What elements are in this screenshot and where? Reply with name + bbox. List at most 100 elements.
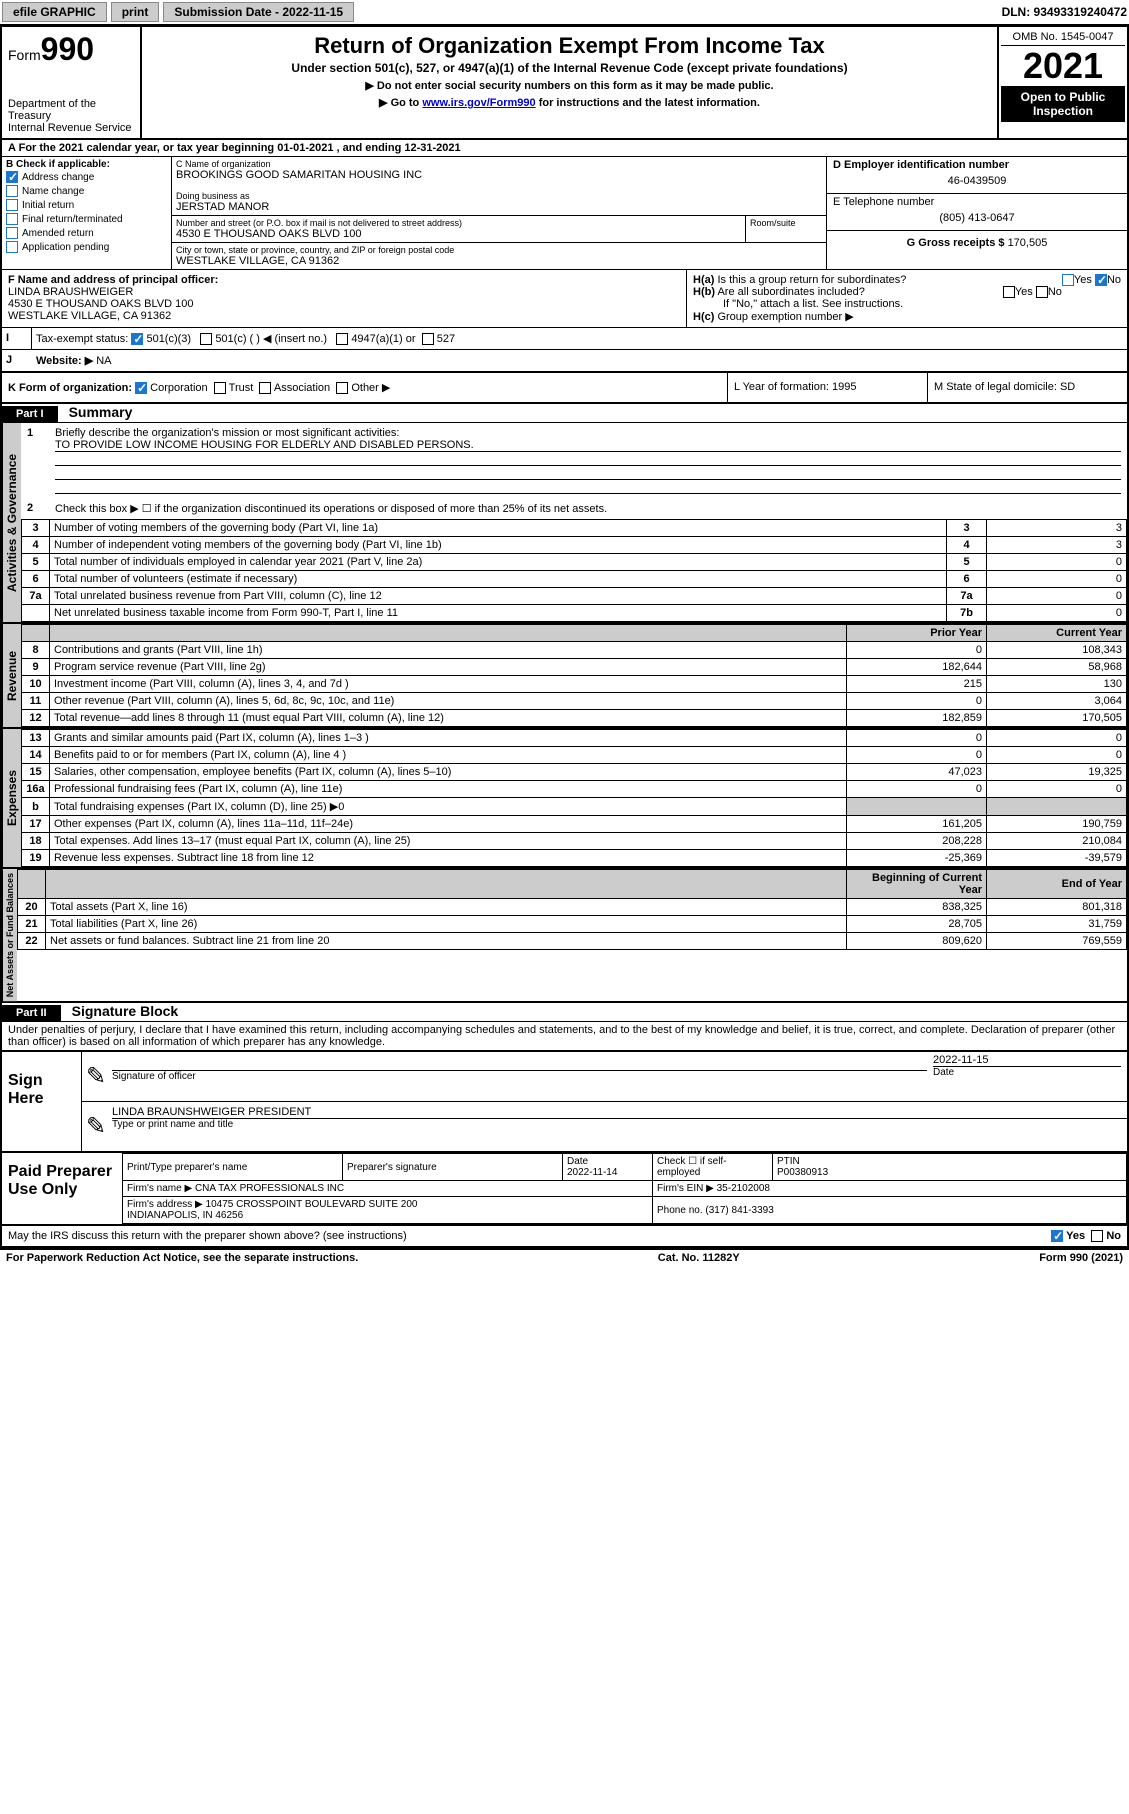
firm-addr-label: Firm's address ▶ xyxy=(127,1199,203,1210)
sig-name-label: Type or print name and title xyxy=(112,1118,1127,1130)
note-post: for instructions and the latest informat… xyxy=(536,97,760,109)
phone-label: E Telephone number xyxy=(833,196,1121,208)
room-label: Room/suite xyxy=(746,216,826,242)
tax-year: 2021 xyxy=(1001,46,1125,86)
sig-date-label: Date xyxy=(933,1066,1121,1078)
checkbox[interactable] xyxy=(6,185,18,197)
form-note-link: Go to www.irs.gov/Form990 for instructio… xyxy=(152,96,987,109)
revenue-table: Prior Year Current Year 8Contributions a… xyxy=(21,624,1127,727)
dln-text: DLN: 93493319240472 xyxy=(1002,5,1127,19)
q1-label: Briefly describe the organization's miss… xyxy=(55,427,399,439)
org-name: BROOKINGS GOOD SAMARITAN HOUSING INC xyxy=(176,169,822,181)
part1-title: Summary xyxy=(69,404,133,420)
firm-ein-label: Firm's EIN ▶ xyxy=(657,1183,714,1194)
officer-name: LINDA BRAUSHWEIGER xyxy=(8,286,133,298)
gross-value: 170,505 xyxy=(1008,237,1048,249)
side-revenue: Revenue xyxy=(2,624,21,727)
checkbox-label: Address change xyxy=(22,172,94,183)
tax-status-label: Tax-exempt status: xyxy=(36,333,128,345)
opt-501c3: 501(c)(3) xyxy=(146,333,191,345)
print-button[interactable]: print xyxy=(111,2,160,22)
state-domicile: M State of legal domicile: SD xyxy=(927,373,1127,402)
discuss-no-checkbox[interactable] xyxy=(1091,1230,1103,1242)
side-expenses: Expenses xyxy=(2,729,21,867)
discuss-yes-checkbox[interactable] xyxy=(1051,1230,1063,1242)
note-pre: Go to xyxy=(391,97,423,109)
opt-trust: Trust xyxy=(229,382,254,394)
firm-ein: 35-2102008 xyxy=(717,1183,770,1194)
side-activities: Activities & Governance xyxy=(2,423,21,622)
irs-link[interactable]: www.irs.gov/Form990 xyxy=(422,97,535,109)
hdr-end: End of Year xyxy=(987,870,1127,899)
sig-name-value: LINDA BRAUNSHWEIGER PRESIDENT xyxy=(112,1106,1127,1118)
ha-no: No xyxy=(1107,274,1121,286)
discuss-question: May the IRS discuss this return with the… xyxy=(8,1230,407,1242)
501c-checkbox[interactable] xyxy=(200,333,212,345)
footer-left: For Paperwork Reduction Act Notice, see … xyxy=(6,1252,358,1264)
ptin-value: P00380913 xyxy=(777,1167,828,1178)
sig-date-value: 2022-11-15 xyxy=(933,1054,1121,1066)
c-label: C Name of organization xyxy=(176,159,822,169)
checkbox[interactable] xyxy=(6,199,18,211)
ein-value: 46-0439509 xyxy=(833,171,1121,191)
checkbox[interactable] xyxy=(6,171,18,183)
dba-label: Doing business as xyxy=(176,191,822,201)
part2-header: Part II xyxy=(2,1005,61,1021)
ein-label: D Employer identification number xyxy=(833,159,1121,171)
prep-date-label: Date xyxy=(567,1156,588,1167)
perjury-declaration: Under penalties of perjury, I declare th… xyxy=(2,1022,1127,1050)
other-checkbox[interactable] xyxy=(336,382,348,394)
ptin-label: PTIN xyxy=(777,1156,800,1167)
paid-preparer-label: Paid Preparer Use Only xyxy=(2,1153,122,1224)
submission-date: Submission Date - 2022-11-15 xyxy=(163,2,354,22)
hb-yes-checkbox[interactable] xyxy=(1003,286,1015,298)
public-inspection: Open to Public Inspection xyxy=(1001,86,1125,122)
ha-yes-checkbox[interactable] xyxy=(1062,274,1074,286)
q2-label: Check this box ▶ ☐ if the organization d… xyxy=(55,502,607,515)
pen-icon: ✎ xyxy=(82,1102,112,1151)
checkbox[interactable] xyxy=(6,241,18,253)
irs-label: Internal Revenue Service xyxy=(8,122,134,134)
corp-checkbox[interactable] xyxy=(135,382,147,394)
527-checkbox[interactable] xyxy=(422,333,434,345)
assoc-checkbox[interactable] xyxy=(259,382,271,394)
checkbox-label: Name change xyxy=(22,186,84,197)
dept-label: Department of the Treasury xyxy=(8,98,134,122)
hb-note: If "No," attach a list. See instructions… xyxy=(693,298,1121,310)
gross-label: G Gross receipts $ xyxy=(907,237,1005,249)
ha-label: Is this a group return for subordinates? xyxy=(717,274,906,286)
f-label: F Name and address of principal officer: xyxy=(8,274,218,286)
4947-checkbox[interactable] xyxy=(336,333,348,345)
form-note-ssn: Do not enter social security numbers on … xyxy=(152,79,987,92)
hb-yes: Yes xyxy=(1015,286,1033,298)
501c3-checkbox[interactable] xyxy=(131,333,143,345)
website-label: Website: ▶ xyxy=(36,355,93,367)
form-number: 990 xyxy=(41,31,94,67)
phone-value: (805) 413-0647 xyxy=(833,208,1121,228)
hc-label: Group exemption number ▶ xyxy=(717,311,853,323)
col-b: B Check if applicable: Address change Na… xyxy=(2,157,172,269)
hb-no: No xyxy=(1048,286,1062,298)
footer-right: Form 990 (2021) xyxy=(1039,1252,1123,1264)
efile-button[interactable]: efile GRAPHIC xyxy=(2,2,107,22)
prep-name-label: Print/Type preparer's name xyxy=(123,1154,343,1181)
year-formation: L Year of formation: 1995 xyxy=(727,373,927,402)
pen-icon: ✎ xyxy=(82,1052,112,1101)
opt-4947: 4947(a)(1) or xyxy=(351,333,415,345)
checkbox[interactable] xyxy=(6,213,18,225)
officer-addr2: WESTLAKE VILLAGE, CA 91362 xyxy=(8,310,171,322)
expenses-table: 13Grants and similar amounts paid (Part … xyxy=(21,729,1127,867)
sign-here-label: Sign Here xyxy=(2,1052,82,1151)
paid-preparer-table: Print/Type preparer's name Preparer's si… xyxy=(122,1153,1127,1224)
trust-checkbox[interactable] xyxy=(214,382,226,394)
checkbox[interactable] xyxy=(6,227,18,239)
addr-label: Number and street (or P.O. box if mail i… xyxy=(176,218,741,228)
hb-no-checkbox[interactable] xyxy=(1036,286,1048,298)
part1-header: Part I xyxy=(2,406,58,422)
firm-name-label: Firm's name ▶ xyxy=(127,1183,192,1194)
officer-addr1: 4530 E THOUSAND OAKS BLVD 100 xyxy=(8,298,193,310)
form-title-block: Return of Organization Exempt From Incom… xyxy=(142,27,997,138)
website-value: NA xyxy=(96,355,111,367)
opt-other: Other ▶ xyxy=(351,382,390,394)
ha-no-checkbox[interactable] xyxy=(1095,274,1107,286)
